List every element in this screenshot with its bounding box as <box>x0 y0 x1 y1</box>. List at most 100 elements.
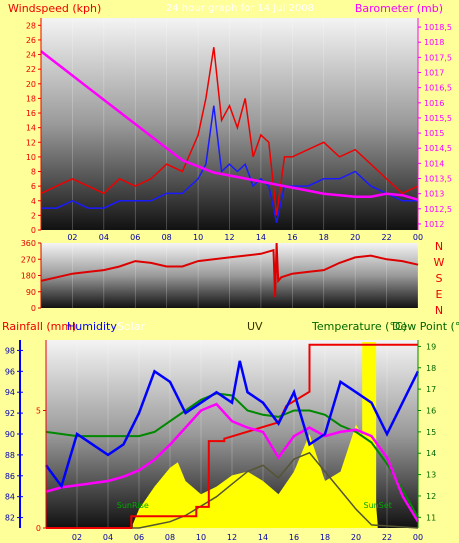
barometer-axis-title: Barometer (mb) <box>355 2 443 15</box>
direction-tick-label: 0 <box>31 304 36 313</box>
temperature-axis-title: Temperature (°C) <box>311 320 407 333</box>
temperature-tick-label: 11 <box>426 513 436 522</box>
wind-x-tick-label: 04 <box>99 233 109 242</box>
direction-tick-label: 180 <box>21 272 36 281</box>
wind-x-tick-label: 18 <box>319 233 329 242</box>
climate-x-tick-label: 18 <box>320 533 330 542</box>
wind-x-tick-label: 02 <box>67 233 77 242</box>
barometer-tick-label: 1015 <box>424 129 444 138</box>
windspeed-tick-label: 6 <box>31 182 36 191</box>
uv-line <box>46 451 419 529</box>
barometer-tick-label: 1016,5 <box>424 84 452 93</box>
dewpoint-axis-title: Dew Point (°C) <box>392 320 459 333</box>
temperature-line <box>45 402 420 523</box>
wind-x-tick-label: 00 <box>413 233 423 242</box>
compass-label: W <box>434 256 445 269</box>
rainfall-axis-title: Rainfall (mm) <box>2 320 76 333</box>
windspeed-tick-label: 0 <box>31 226 36 235</box>
humidity-tick-label: 94 <box>5 388 15 397</box>
wind-x-tick-label: 12 <box>224 233 234 242</box>
barometer-tick-label: 1013 <box>424 190 444 199</box>
wind-x-tick-label: 20 <box>350 233 360 242</box>
windspeed-tick-label: 14 <box>26 124 36 133</box>
direction-plot-area <box>41 243 418 308</box>
climate-x-tick-label: 00 <box>413 533 423 542</box>
climate-x-tick-label: 20 <box>351 533 361 542</box>
rainfall-axis: 05 <box>36 407 46 533</box>
direction-tick-label: 90 <box>26 288 36 297</box>
barometer-tick-label: 1014,5 <box>424 144 452 153</box>
climate-series-group <box>44 342 420 529</box>
temperature-tick-label: 13 <box>426 471 436 480</box>
humidity-tick-label: 88 <box>5 451 15 460</box>
windspeed-tick-label: 4 <box>31 197 36 206</box>
wind-x-tick-label: 06 <box>130 233 140 242</box>
climate-x-tick-label: 10 <box>196 533 206 542</box>
chart-datetime-label: 24 hour graph for 14 Jul 2008 <box>166 3 314 14</box>
windspeed-line <box>40 47 419 216</box>
windspeed-axis-title: Windspeed (kph) <box>8 2 101 15</box>
barometer-tick-label: 1012 <box>424 220 444 229</box>
wind-series-group <box>40 47 419 223</box>
windspeed-tick-label: 12 <box>26 138 36 147</box>
barometer-tick-label: 1018 <box>424 38 444 47</box>
direction-tick-label: 360 <box>21 239 36 248</box>
wind-direction-line <box>40 242 419 298</box>
climate-x-tick-label: 12 <box>227 533 237 542</box>
barometer-tick-label: 1017,5 <box>424 53 452 62</box>
barometer-tick-label: 1012,5 <box>424 205 452 214</box>
climate-x-tick-label: 08 <box>165 533 175 542</box>
wind-x-tick-label: 08 <box>162 233 172 242</box>
sun-annotation-label: SunSet <box>364 501 392 510</box>
windspeed-tick-label: 28 <box>26 21 36 30</box>
windspeed-tick-label: 16 <box>26 109 36 118</box>
windspeed-tick-label: 10 <box>26 153 36 162</box>
sun-annotation-label: SunRise <box>117 501 149 510</box>
direction-tick-label: 270 <box>21 255 36 264</box>
temperature-tick-label: 19 <box>426 342 436 351</box>
windspeed-tick-label: 2 <box>31 211 36 220</box>
windspeed-tick-label: 22 <box>26 65 36 74</box>
sun-annotations: SunRise SunSet <box>117 501 392 510</box>
humidity-tick-label: 92 <box>5 409 15 418</box>
uv-legend-label: UV <box>247 320 263 333</box>
temperature-tick-label: 14 <box>426 449 436 458</box>
barometer-tick-label: 1016 <box>424 99 444 108</box>
barometer-tick-label: 1017 <box>424 69 444 78</box>
barometer-tick-label: 1014 <box>424 159 444 168</box>
compass-label: S <box>436 272 443 285</box>
humidity-tick-label: 82 <box>5 514 15 523</box>
temperature-tick-label: 15 <box>426 428 436 437</box>
windspeed-tick-label: 24 <box>26 51 36 60</box>
rainfall-tick-label: 5 <box>36 407 41 416</box>
temperature-tick-label: 18 <box>426 364 436 373</box>
direction-series-group <box>40 242 419 298</box>
humidity-axis-title: Humidity <box>67 320 117 333</box>
solar-area <box>132 424 378 528</box>
compass-label: N <box>435 240 443 253</box>
windspeed-tick-label: 18 <box>26 94 36 103</box>
temperature-tick-label: 16 <box>426 407 436 416</box>
wind-plot-area <box>41 18 418 230</box>
solar-legend-label: Solar <box>117 320 146 333</box>
compass-label: N <box>435 304 443 317</box>
humidity-tick-label: 98 <box>5 346 15 355</box>
climate-x-tick-label: 22 <box>382 533 392 542</box>
barometer-axis: 1012 1012,5 1013 1013,5 1014 1014,5 1015 1015,5… <box>418 23 452 229</box>
temperature-axis: 11 12 13 14 15 16 17 18 19 <box>418 342 436 522</box>
humidity-tick-label: 96 <box>5 367 15 376</box>
wind-time-axis: 02 04 06 08 10 12 14 16 18 20 22 00 <box>67 233 423 242</box>
climate-x-tick-label: 16 <box>289 533 299 542</box>
humidity-tick-label: 84 <box>5 493 15 502</box>
windspeed-tick-label: 8 <box>31 168 36 177</box>
rainfall-line <box>46 343 418 529</box>
climate-x-tick-label: 04 <box>103 533 113 542</box>
climate-x-tick-label: 02 <box>72 533 82 542</box>
temperature-tick-label: 12 <box>426 492 436 501</box>
humidity-tick-label: 90 <box>5 430 15 439</box>
climate-x-tick-label: 06 <box>134 533 144 542</box>
climate-x-tick-label: 14 <box>258 533 268 542</box>
barometer-tick-label: 1013,5 <box>424 175 452 184</box>
